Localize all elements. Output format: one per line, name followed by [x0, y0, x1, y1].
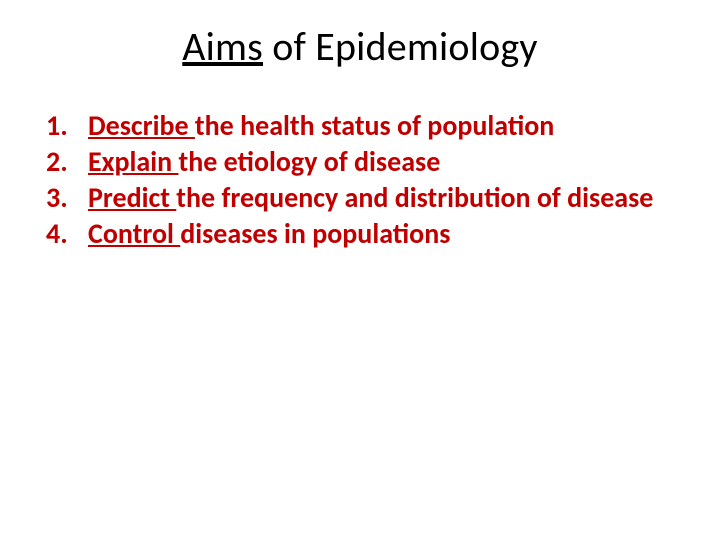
item-rest: the health status of population	[195, 108, 554, 143]
list-item: Describe the health status of population	[46, 109, 680, 143]
list-item: Control diseases in populations	[46, 217, 680, 251]
aims-list: Describe the health status of population…	[40, 109, 680, 252]
item-rest: diseases in populations	[180, 216, 450, 251]
item-rest: the frequency and distribution of diseas…	[176, 180, 653, 215]
item-lead: Predict	[88, 180, 176, 215]
item-lead: Describe	[88, 108, 195, 143]
item-lead: Explain	[88, 144, 178, 179]
slide: Aims of Epidemiology Describe the health…	[0, 0, 720, 540]
list-item: Explain the etiology of disease	[46, 145, 680, 179]
item-lead: Control	[88, 216, 180, 251]
item-rest: the etiology of disease	[178, 144, 440, 179]
title-underlined: Aims	[182, 22, 263, 71]
slide-title: Aims of Epidemiology	[40, 22, 680, 71]
title-rest: of Epidemiology	[263, 22, 538, 71]
list-item: Predict the frequency and distribution o…	[46, 181, 680, 215]
